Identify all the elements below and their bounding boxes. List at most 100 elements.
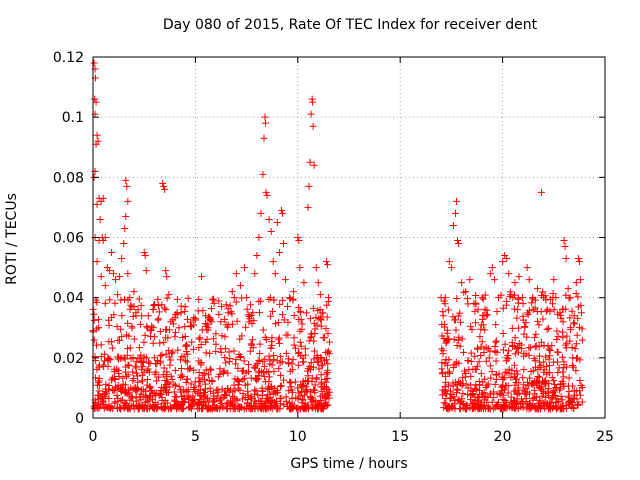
data-point — [101, 350, 109, 358]
data-point — [182, 357, 190, 365]
data-point — [562, 255, 570, 263]
data-point — [511, 375, 519, 383]
data-point — [449, 313, 457, 321]
data-point — [172, 328, 180, 336]
data-point — [574, 293, 582, 301]
data-point — [442, 400, 450, 408]
data-point — [540, 368, 548, 376]
data-point — [290, 312, 298, 320]
data-point — [324, 401, 332, 409]
data-point — [570, 312, 578, 320]
data-point — [261, 113, 269, 121]
data-point — [537, 361, 545, 369]
data-point — [144, 397, 152, 405]
data-point — [528, 299, 536, 307]
data-point — [441, 360, 449, 368]
data-point — [198, 273, 206, 281]
data-point — [92, 98, 100, 106]
data-point — [200, 369, 208, 377]
data-point — [322, 325, 330, 333]
data-point — [555, 364, 563, 372]
data-point — [300, 279, 308, 287]
data-point — [182, 387, 190, 395]
data-point — [104, 356, 112, 364]
data-point — [230, 381, 238, 389]
data-point — [485, 354, 493, 362]
data-point — [459, 404, 467, 412]
data-point — [322, 258, 330, 266]
data-point — [243, 400, 251, 408]
data-point — [253, 360, 261, 368]
data-point — [515, 273, 523, 281]
data-point — [569, 363, 577, 371]
data-point — [446, 395, 454, 403]
data-point — [275, 249, 283, 257]
data-point — [475, 377, 483, 385]
data-point — [298, 388, 306, 396]
data-point — [105, 381, 113, 389]
data-point — [553, 336, 561, 344]
data-point — [530, 386, 538, 394]
data-point — [268, 334, 276, 342]
data-point — [487, 374, 495, 382]
y-tick-label: 0 — [75, 411, 84, 427]
data-point — [221, 354, 229, 362]
data-point — [150, 301, 158, 309]
data-point — [499, 329, 507, 337]
y-tick-label: 0.08 — [53, 170, 84, 186]
data-point — [568, 343, 576, 351]
data-point — [284, 318, 292, 326]
data-point — [542, 393, 550, 401]
data-point — [146, 402, 154, 410]
data-point — [90, 59, 98, 67]
data-point — [440, 399, 448, 407]
data-point — [554, 348, 562, 356]
data-point — [107, 249, 115, 257]
data-point — [270, 367, 278, 375]
data-point — [525, 344, 533, 352]
data-point — [215, 397, 223, 405]
data-point — [564, 285, 572, 293]
data-point — [158, 351, 166, 359]
data-point — [285, 387, 293, 395]
data-point — [478, 338, 486, 346]
data-point — [491, 380, 499, 388]
data-point — [472, 319, 480, 327]
data-point — [298, 382, 306, 390]
data-point — [307, 359, 315, 367]
data-point — [526, 390, 534, 398]
data-point — [481, 305, 489, 313]
data-point — [121, 355, 129, 363]
data-point — [277, 371, 285, 379]
data-point — [197, 386, 205, 394]
data-point — [439, 347, 447, 355]
data-point — [222, 321, 230, 329]
data-point — [108, 374, 116, 382]
data-point — [244, 387, 252, 395]
data-point — [514, 306, 522, 314]
data-point — [93, 200, 101, 208]
data-point — [155, 373, 163, 381]
data-point — [248, 320, 256, 328]
data-point — [562, 291, 570, 299]
data-point — [212, 404, 220, 412]
data-point — [531, 304, 539, 312]
data-point — [517, 403, 525, 411]
data-point — [106, 296, 114, 304]
data-point — [480, 389, 488, 397]
data-point — [522, 319, 530, 327]
data-point — [518, 294, 526, 302]
chart-title: Day 080 of 2015, Rate Of TEC Index for r… — [162, 17, 538, 33]
data-point — [135, 344, 143, 352]
data-point — [442, 339, 450, 347]
data-point — [572, 279, 580, 287]
data-point — [486, 362, 494, 370]
data-point — [453, 341, 461, 349]
data-point — [130, 335, 138, 343]
data-point — [492, 337, 500, 345]
data-point — [93, 365, 101, 373]
data-point — [124, 319, 132, 327]
data-point — [170, 380, 178, 388]
data-point — [478, 403, 486, 411]
data-point — [525, 276, 533, 284]
